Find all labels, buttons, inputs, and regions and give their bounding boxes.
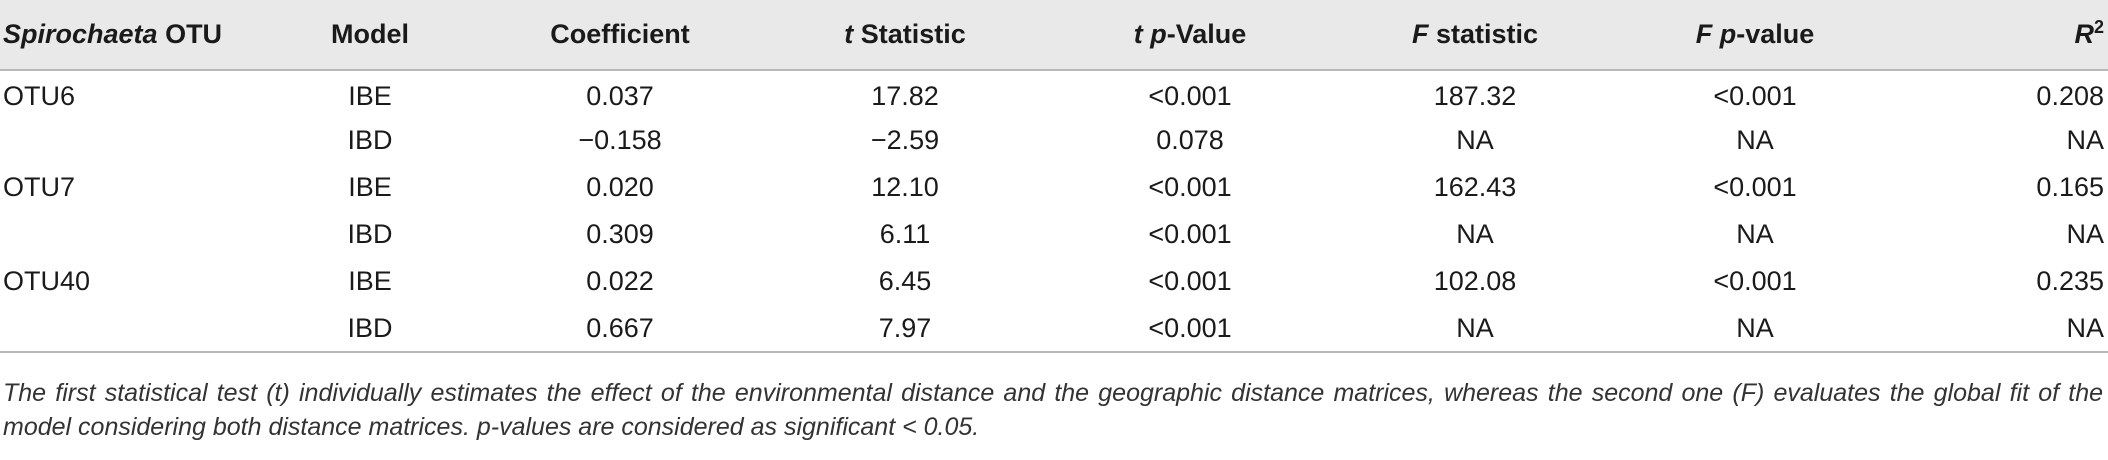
header-model: Model	[270, 0, 470, 71]
cell-coefficient: 0.037	[586, 80, 654, 111]
cell-f-statistic: 102.08	[1433, 266, 1517, 296]
cell-t-p-value: <0.001	[1148, 172, 1232, 202]
cell-model: IBD	[347, 125, 393, 155]
cell-coefficient: 0.309	[586, 219, 654, 249]
header-f-statistic: F statistic	[1340, 0, 1610, 71]
cell-f-statistic: NA	[1456, 219, 1494, 249]
cell-otu	[0, 117, 270, 164]
header-t-statistic: t Statistic	[770, 0, 1040, 71]
cell-f-statistic: NA	[1456, 125, 1494, 155]
header-t-p-value: t p-Value	[1040, 0, 1340, 71]
cell-model: IBE	[348, 266, 392, 296]
cell-r-squared: NA	[1900, 305, 2108, 353]
cell-f-p-value: <0.001	[1713, 80, 1797, 111]
cell-t-statistic: 7.97	[770, 305, 1040, 353]
cell-coefficient: 0.022	[586, 266, 654, 296]
cell-model: IBD	[347, 219, 393, 249]
cell-r-squared: NA	[2066, 125, 2104, 155]
cell-f-statistic: 162.43	[1433, 172, 1517, 202]
cell-model: IBD	[270, 305, 470, 353]
header-r-squared: R2	[1900, 0, 2108, 71]
cell-t-statistic: 6.45	[878, 266, 932, 296]
header-f-p-value: F p-value	[1610, 0, 1900, 71]
cell-r-squared: NA	[2066, 219, 2104, 249]
cell-f-p-value: NA	[1736, 219, 1774, 249]
cell-otu: OTU40	[3, 266, 91, 296]
cell-t-p-value: <0.001	[1040, 305, 1340, 353]
cell-t-statistic: 12.10	[871, 172, 939, 202]
cell-f-p-value: <0.001	[1713, 172, 1797, 202]
cell-t-p-value: <0.001	[1148, 266, 1232, 296]
cell-t-statistic: 17.82	[871, 80, 939, 111]
cell-r-squared: 0.208	[2036, 80, 2104, 111]
cell-t-p-value: 0.078	[1156, 125, 1224, 155]
header-coefficient: Coefficient	[470, 0, 770, 71]
cell-otu: OTU6	[3, 80, 76, 111]
table-row: IBD 0.667 7.97 <0.001 NA NA NA	[0, 305, 2108, 353]
table-header-row: Spirochaeta OTU Model Coefficient t Stat…	[0, 0, 2108, 71]
cell-f-p-value: <0.001	[1713, 266, 1797, 296]
cell-coefficient: 0.020	[586, 172, 654, 202]
table-row: IBD 0.309 6.11 <0.001 NA NA NA	[0, 211, 2108, 258]
table-row: OTU40 IBE 0.022 6.45 <0.001 102.08 <0.00…	[0, 258, 2108, 305]
table-row: IBD −0.158 −2.59 0.078 NA NA NA	[0, 117, 2108, 164]
cell-f-p-value: NA	[1610, 305, 1900, 353]
cell-t-statistic: −2.59	[870, 125, 940, 155]
header-otu: Spirochaeta OTU	[0, 0, 270, 71]
results-table: Spirochaeta OTU Model Coefficient t Stat…	[0, 0, 2108, 353]
cell-otu: OTU7	[3, 172, 76, 202]
cell-coefficient: 0.667	[470, 305, 770, 353]
cell-model: IBE	[348, 80, 392, 111]
cell-otu	[0, 305, 270, 353]
cell-t-p-value: <0.001	[1148, 80, 1232, 111]
table-footnote: The first statistical test (t) individua…	[3, 379, 2103, 441]
cell-f-statistic: NA	[1340, 305, 1610, 353]
cell-otu	[0, 211, 270, 258]
cell-r-squared: 0.165	[2036, 172, 2104, 202]
table-row: OTU6 IBE 0.037 17.82 <0.001 187.32 <0.00…	[0, 70, 2108, 117]
cell-coefficient: −0.158	[578, 125, 662, 155]
table-row: OTU7 IBE 0.020 12.10 <0.001 162.43 <0.00…	[0, 164, 2108, 211]
cell-t-p-value: <0.001	[1148, 219, 1232, 249]
cell-f-statistic: 187.32	[1433, 80, 1517, 111]
results-table-container: Spirochaeta OTU Model Coefficient t Stat…	[0, 0, 2108, 353]
cell-model: IBE	[348, 172, 392, 202]
cell-r-squared: 0.235	[2036, 266, 2104, 296]
cell-t-statistic: 6.11	[879, 219, 931, 249]
cell-f-p-value: NA	[1736, 125, 1774, 155]
